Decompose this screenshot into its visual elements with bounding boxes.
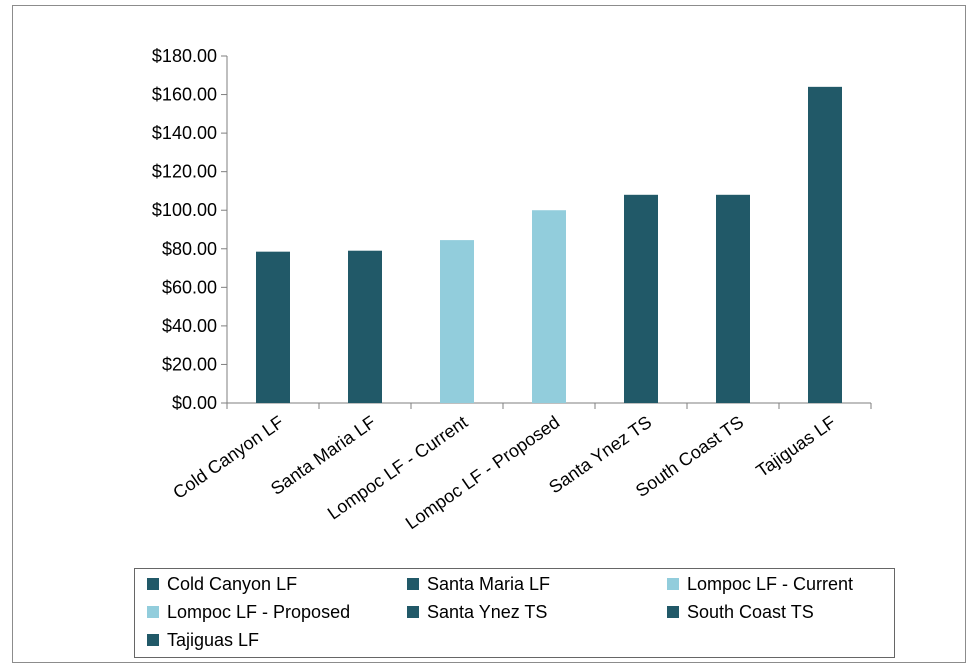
y-tick-label: $160.00	[152, 85, 217, 105]
x-tick-label: Cold Canyon LF	[169, 412, 287, 503]
legend-swatch	[667, 606, 679, 618]
legend-item: South Coast TS	[667, 601, 814, 623]
y-tick-label: $20.00	[162, 354, 217, 374]
legend-item: Santa Ynez TS	[407, 601, 547, 623]
legend-label: Lompoc LF - Current	[687, 573, 854, 594]
y-tick-label: $100.00	[152, 200, 217, 220]
legend-label: Tajiguas LF	[167, 629, 260, 650]
legend-swatch	[407, 606, 419, 618]
legend-item: Cold Canyon LF	[147, 573, 297, 595]
bar	[348, 250, 382, 403]
bar	[256, 251, 290, 403]
legend-swatch	[147, 606, 159, 618]
bar	[716, 194, 750, 403]
y-tick-label: $0.00	[172, 393, 217, 413]
bar-chart: $0.00 $20.00 $40.00 $60.00 $80.00 $100.00 $120…	[152, 46, 872, 533]
legend-item: Lompoc LF - Proposed	[147, 601, 350, 623]
y-tick-label: $40.00	[162, 316, 217, 336]
legend-item: Lompoc LF - Current	[667, 573, 853, 595]
legend-label: South Coast TS	[687, 601, 814, 622]
legend: Cold Canyon LF Santa Maria LF Lompoc LF - …	[134, 568, 895, 658]
bar	[624, 194, 658, 403]
y-tick-label: $60.00	[162, 277, 217, 297]
y-tick-label: $140.00	[152, 123, 217, 143]
legend-swatch	[147, 634, 159, 646]
x-tick-label: Lompoc LF - Proposed	[402, 412, 563, 533]
y-tick-label: $180.00	[152, 46, 217, 66]
legend-label: Santa Ynez TS	[427, 601, 548, 622]
legend-label: Santa Maria LF	[427, 573, 551, 594]
x-tick-label: Tajiguas LF	[752, 412, 839, 481]
bar	[808, 86, 842, 403]
legend-swatch	[407, 578, 419, 590]
y-tick-label: $80.00	[162, 239, 217, 259]
chart-frame: $0.00 $20.00 $40.00 $60.00 $80.00 $100.00 $120…	[12, 5, 966, 663]
bar	[440, 240, 474, 403]
legend-swatch	[667, 578, 679, 590]
legend-label: Lompoc LF - Proposed	[167, 601, 351, 622]
bar	[532, 210, 566, 403]
legend-item: Tajiguas LF	[147, 629, 259, 651]
legend-item: Santa Maria LF	[407, 573, 550, 595]
legend-swatch	[147, 578, 159, 590]
legend-label: Cold Canyon LF	[167, 573, 298, 594]
y-tick-label: $120.00	[152, 162, 217, 182]
